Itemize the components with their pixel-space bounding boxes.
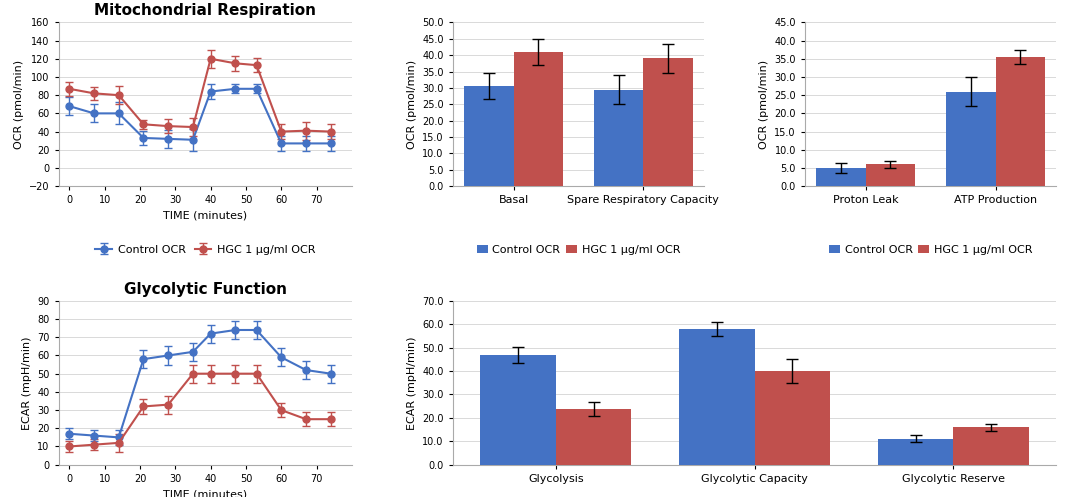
Bar xyxy=(953,427,1029,465)
X-axis label: TIME (minutes): TIME (minutes) xyxy=(163,489,248,497)
Bar xyxy=(643,59,692,186)
Legend: Control OCR, HGC 1 μg/ml OCR: Control OCR, HGC 1 μg/ml OCR xyxy=(473,241,685,259)
Bar xyxy=(513,52,563,186)
Legend: Control OCR, HGC 1 μg/ml OCR: Control OCR, HGC 1 μg/ml OCR xyxy=(825,241,1037,259)
Title: Mitochondrial Respiration: Mitochondrial Respiration xyxy=(94,3,316,18)
Bar xyxy=(865,165,915,186)
Bar xyxy=(594,89,643,186)
Bar xyxy=(556,409,632,465)
Y-axis label: OCR (pmol/min): OCR (pmol/min) xyxy=(407,60,416,149)
Bar xyxy=(996,57,1045,186)
Bar xyxy=(464,86,513,186)
Y-axis label: OCR (pmol/min): OCR (pmol/min) xyxy=(14,60,23,149)
Bar xyxy=(480,355,556,465)
X-axis label: TIME (minutes): TIME (minutes) xyxy=(163,211,248,221)
Bar xyxy=(816,168,865,186)
Legend: Control OCR, HGC 1 μg/ml OCR: Control OCR, HGC 1 μg/ml OCR xyxy=(91,241,320,259)
Bar xyxy=(878,439,953,465)
Title: Glycolytic Function: Glycolytic Function xyxy=(124,282,287,297)
Y-axis label: OCR (pmol/min): OCR (pmol/min) xyxy=(759,60,768,149)
Y-axis label: ECAR (mpH/min): ECAR (mpH/min) xyxy=(407,336,417,429)
Bar xyxy=(946,91,996,186)
Y-axis label: ECAR (mpH/min): ECAR (mpH/min) xyxy=(21,336,32,429)
Bar xyxy=(754,371,830,465)
Bar xyxy=(679,329,754,465)
